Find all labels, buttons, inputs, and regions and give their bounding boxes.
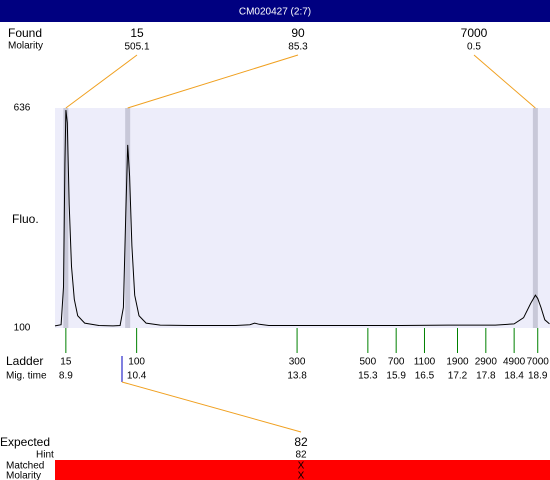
- ladder-mig-time: 17.2: [448, 371, 468, 382]
- window-title: CM020427 (2:7): [239, 7, 311, 18]
- peak-connector: [127, 54, 299, 109]
- ladder-size: 1900: [446, 357, 469, 368]
- expected-value: 82: [294, 435, 308, 449]
- plot-area: [55, 108, 550, 328]
- matched-label: Matched: [6, 461, 44, 472]
- ladder-mig-time: 16.5: [415, 371, 435, 382]
- molarity-label: Molarity: [6, 471, 41, 480]
- found-label: Found: [8, 26, 42, 40]
- ladder-size: 300: [289, 357, 306, 368]
- trace: [54, 110, 550, 327]
- found-size: 90: [291, 26, 305, 40]
- peak-band: [63, 108, 69, 328]
- y-tick-label: 636: [14, 103, 31, 114]
- ladder-mig-time: 15.9: [386, 371, 406, 382]
- found-molarity: 0.5: [467, 42, 481, 53]
- y-tick-label: 100: [14, 323, 31, 334]
- ladder-size: 100: [128, 357, 145, 368]
- found-molarity-label: Molarity: [8, 41, 43, 52]
- ladder-mig-time: 13.8: [287, 371, 307, 382]
- title-bar: [0, 0, 550, 22]
- hint-value: 82: [295, 450, 307, 461]
- hint-label: Hint: [36, 450, 54, 461]
- found-size: 15: [130, 26, 144, 40]
- ladder-size: 700: [388, 357, 405, 368]
- ladder-mig-time: 17.8: [476, 371, 496, 382]
- ladder-size: 2900: [475, 357, 498, 368]
- ladder-size: 7000: [527, 357, 550, 368]
- peak-band: [125, 108, 131, 328]
- expected-connector: [121, 381, 302, 433]
- found-molarity: 505.1: [124, 42, 149, 53]
- matched-bar: [55, 460, 550, 480]
- matched-value: X: [298, 461, 305, 472]
- ladder-mig-time: 18.9: [528, 371, 548, 382]
- found-size: 7000: [461, 26, 488, 40]
- peak-band: [532, 108, 538, 328]
- ladder-size: 500: [360, 357, 377, 368]
- y-axis-label: Fluo.: [12, 212, 39, 226]
- mig-time-label: Mig. time: [6, 371, 47, 382]
- peak-connector: [65, 54, 138, 109]
- ladder-mig-time: 15.3: [358, 371, 378, 382]
- molarity-value: X: [298, 471, 305, 480]
- ladder-size: 15: [60, 357, 72, 368]
- found-molarity: 85.3: [288, 42, 308, 53]
- ladder-mig-time: 10.4: [127, 371, 147, 382]
- ladder-size: 1100: [414, 357, 436, 368]
- expected-label: Expected: [0, 435, 50, 449]
- ladder-size: 4900: [503, 357, 526, 368]
- peak-connector: [473, 54, 536, 109]
- ladder-mig-time: 8.9: [59, 371, 73, 382]
- ladder-label: Ladder: [6, 354, 43, 368]
- ladder-mig-time: 18.4: [504, 371, 524, 382]
